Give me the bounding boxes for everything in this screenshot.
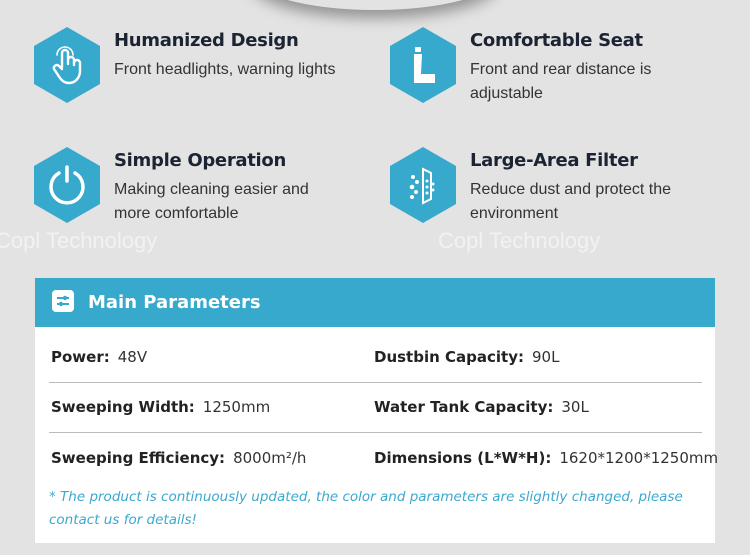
disclaimer-note: * The product is continuously updated, t… [49,489,683,528]
feature-desc: Reduce dust and protect the environment [470,181,672,222]
panel-title: Main Parameters [88,292,261,313]
power-icon [34,147,100,223]
feature-title: Large-Area Filter [470,150,638,171]
param-label: Dimensions (L*W*H): [374,449,552,467]
feature-large-area-filter: Large-Area Filter Reduce dust and protec… [390,147,720,227]
product-shadow [250,0,500,10]
param-value: 1250mm [202,398,271,416]
feature-title: Simple Operation [114,150,286,171]
param-value: 48V [117,348,148,366]
hand-pointer-icon [34,27,100,103]
feature-desc: Front headlights, warning lights [114,61,336,78]
seat-icon [390,27,456,103]
divider [49,432,702,433]
feature-desc: Front and rear distance is adjustable [470,61,652,102]
param-label: Dustbin Capacity: [374,348,524,366]
param-value: 8000m²/h [233,449,307,467]
feature-humanized-design: Humanized Design Front headlights, warni… [34,27,364,107]
watermark: Copl Technology [0,228,158,253]
param-dimensions: Dimensions (L*W*H): 1620*1200*1250mm [374,433,718,483]
param-label: Power: [51,348,110,366]
param-label: Sweeping Efficiency: [51,449,226,467]
param-row: Power: 48V Dustbin Capacity: 90L [49,332,702,382]
feature-simple-operation: Simple Operation Making cleaning easier … [34,147,364,227]
watermark: Copl Technology [438,228,601,253]
param-sweeping-width: Sweeping Width: 1250mm [51,382,270,432]
panel-header: Main Parameters [35,278,715,327]
main-parameters-panel: Main Parameters Power: 48V Dustbin Capaci… [35,278,718,543]
param-power: Power: 48V [51,332,147,382]
divider [49,382,702,383]
param-row: Sweeping Width: 1250mm Water Tank Capacit… [49,382,702,432]
feature-title: Comfortable Seat [470,30,643,51]
feature-desc: Making cleaning easier and more comforta… [114,181,309,222]
feature-comfortable-seat: Comfortable Seat Front and rear distance… [390,27,720,107]
param-row: Sweeping Efficiency: 8000m²/h Dimensions … [49,433,718,483]
param-value: 90L [531,348,560,366]
param-value: 1620*1200*1250mm [559,449,719,467]
feature-title: Humanized Design [114,30,299,51]
param-value: 30L [561,398,589,416]
param-water-tank: Water Tank Capacity: 30L [374,382,589,432]
filter-icon [390,147,456,223]
param-label: Sweeping Width: [51,398,195,416]
param-label: Water Tank Capacity: [374,398,554,416]
param-dustbin: Dustbin Capacity: 90L [374,332,559,382]
param-sweeping-efficiency: Sweeping Efficiency: 8000m²/h [51,433,306,483]
sliders-icon [52,289,74,316]
